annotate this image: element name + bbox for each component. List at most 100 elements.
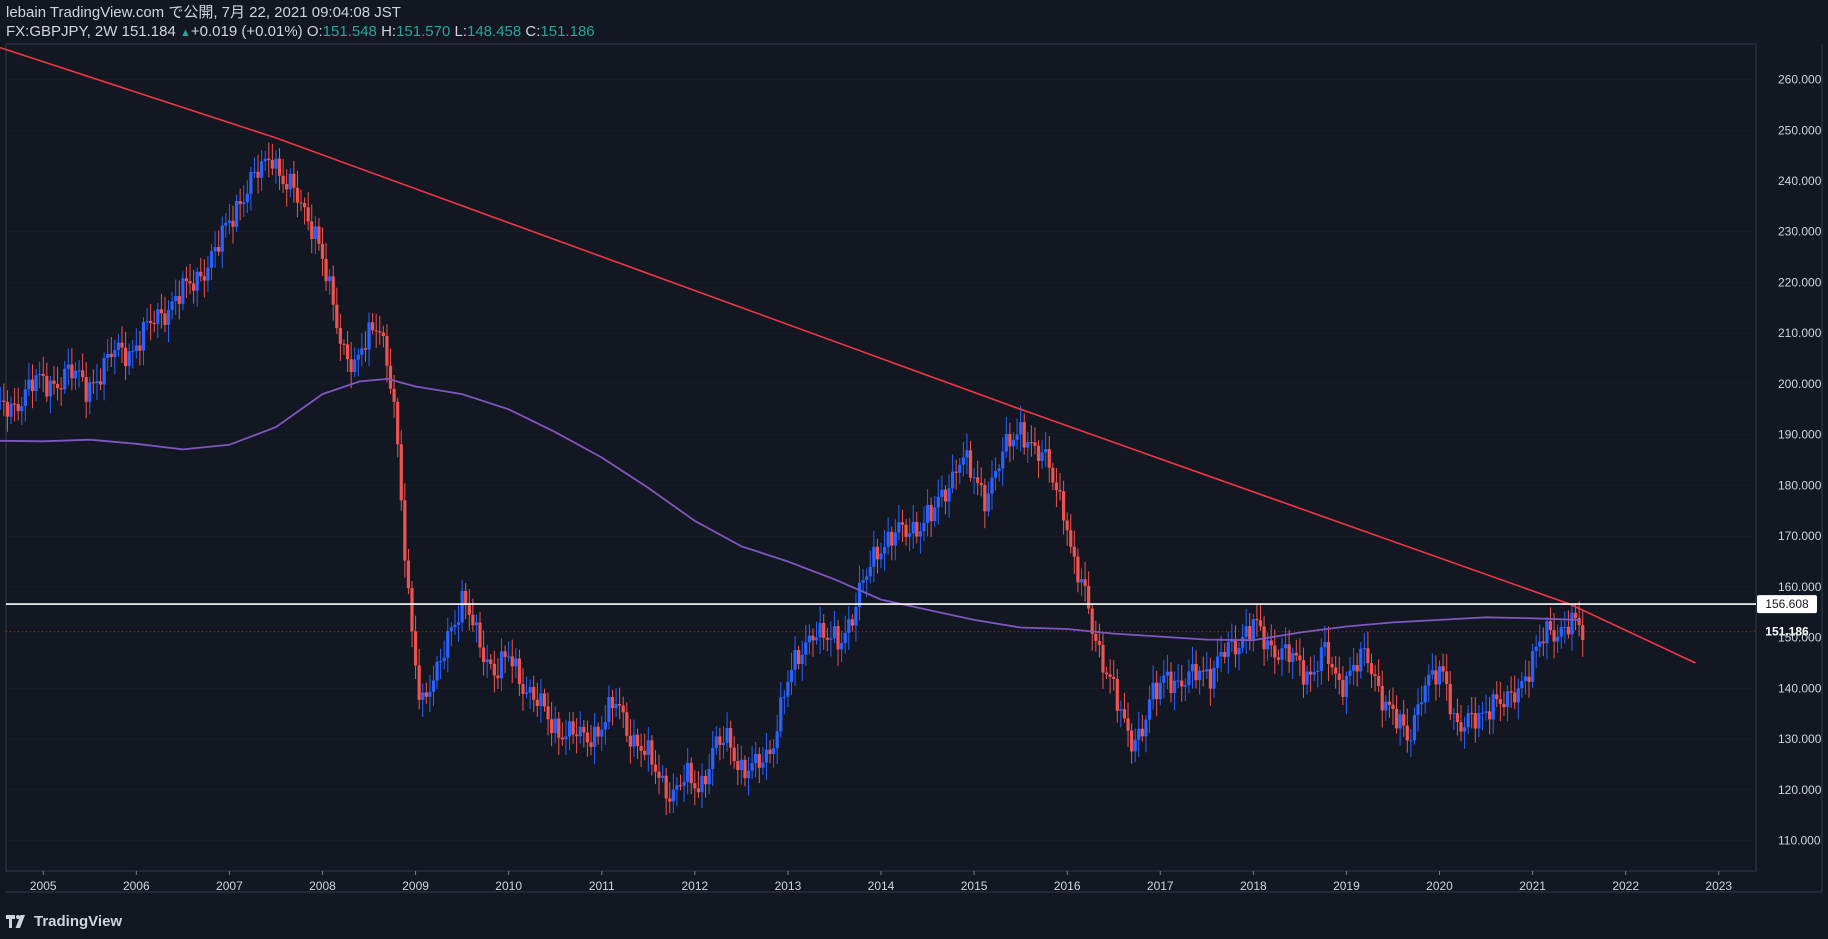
candle-body [1190, 664, 1195, 672]
candle-body [88, 382, 92, 402]
candle-body [1269, 640, 1273, 646]
candle-body [1480, 712, 1485, 714]
candle-body [227, 220, 232, 223]
candle-body [1051, 467, 1055, 483]
price-change: +0.019 (+0.01%) [190, 23, 303, 40]
overlays: 156.608 151.186 [0, 46, 1817, 664]
candle-body [396, 401, 400, 445]
candle-body [947, 488, 951, 502]
candle-body [768, 749, 772, 754]
candle-body [1495, 694, 1499, 700]
candle-body [1513, 692, 1517, 703]
candle-body [1040, 452, 1044, 461]
candle-body [1491, 694, 1495, 720]
candle-body [1115, 678, 1119, 711]
candle-body [832, 626, 837, 639]
candle-body [1022, 422, 1026, 448]
candle-body [1119, 709, 1123, 711]
candle-body [30, 379, 35, 392]
candle-body [1126, 718, 1130, 731]
candle-body [517, 658, 522, 685]
candle-body [317, 226, 321, 244]
candle-body [754, 754, 758, 764]
candle-body [320, 243, 325, 259]
candle-body [771, 748, 776, 754]
candle-body [786, 682, 790, 697]
candle-body [972, 477, 976, 479]
candle-body [123, 347, 128, 367]
candle-body [1219, 652, 1223, 657]
candle-body [1076, 556, 1080, 583]
tradingview-logo[interactable]: TradingView [6, 913, 122, 930]
price-tick-label: 190.000 [1778, 428, 1822, 442]
time-tick-label: 2013 [775, 879, 802, 893]
tradingview-logo-icon [6, 915, 25, 928]
candle-body [707, 768, 711, 785]
candle-body [471, 614, 475, 626]
candle-body [149, 321, 153, 323]
candle-body [1559, 627, 1563, 637]
candle-body [184, 278, 189, 281]
candle-body [1556, 636, 1560, 642]
candle-body [1130, 730, 1134, 752]
candle-body [417, 665, 421, 700]
candle-body [671, 789, 675, 802]
candle-body [1384, 701, 1388, 711]
candle-body [342, 343, 346, 345]
candle-body [1162, 675, 1166, 683]
candle-body [1248, 626, 1252, 640]
candle-body [1258, 620, 1263, 627]
candle-body [718, 736, 722, 745]
symbol-label[interactable]: FX:GBPJPY, 2W [6, 23, 118, 40]
candle-body [1534, 646, 1538, 652]
candle-body [392, 388, 396, 402]
candle-body [1054, 482, 1059, 490]
time-tick-label: 2015 [961, 879, 988, 893]
time-tick-label: 2018 [1240, 879, 1267, 893]
price-axis[interactable]: 110.000 120.000 130.000 140.000 150.000 160.0… [1778, 73, 1822, 848]
candle-body [739, 759, 743, 771]
candle-body [811, 635, 815, 641]
candle-body [1566, 626, 1570, 635]
candle-body [650, 740, 654, 765]
candle-body [1359, 648, 1363, 672]
candle-body [1047, 449, 1051, 468]
candle-body [868, 566, 872, 577]
candle-body [1011, 439, 1016, 447]
price-tick-label: 230.000 [1778, 225, 1822, 239]
candle-body [1530, 651, 1535, 682]
candle-body [1437, 666, 1442, 685]
candle-body [331, 276, 335, 305]
candle-body [861, 580, 865, 583]
candle-body [1334, 667, 1338, 674]
candle-body [102, 357, 106, 385]
candle-body [2, 400, 6, 402]
candle-body [163, 313, 167, 325]
candle-body [976, 477, 980, 483]
candle-body [1283, 644, 1288, 649]
candle-body [1498, 699, 1502, 704]
time-tick-label: 2020 [1426, 879, 1453, 893]
candle-body [460, 590, 464, 623]
candle-body [814, 637, 819, 641]
last-price-label: 151.186 [1765, 625, 1809, 639]
candle-body [1097, 640, 1101, 645]
candle-body [961, 457, 965, 465]
time-axis[interactable]: 2005 2006 2007 2008 2009 2010 2011 2012 2013 2014… [30, 871, 1733, 893]
candle-body [70, 364, 74, 379]
candle-body [1108, 674, 1112, 677]
time-tick-label: 2010 [495, 879, 522, 893]
candle-body [388, 365, 393, 389]
candle-body [263, 158, 267, 162]
candle-body [435, 661, 439, 681]
candle-body [524, 692, 529, 694]
candle-body [1140, 728, 1144, 737]
candle-body [890, 531, 894, 546]
candle-body [12, 403, 17, 405]
candle-body [557, 718, 561, 738]
trendline [0, 46, 1696, 664]
price-tick-label: 140.000 [1778, 681, 1822, 695]
candle-body [596, 726, 600, 737]
candle-body [270, 160, 274, 169]
